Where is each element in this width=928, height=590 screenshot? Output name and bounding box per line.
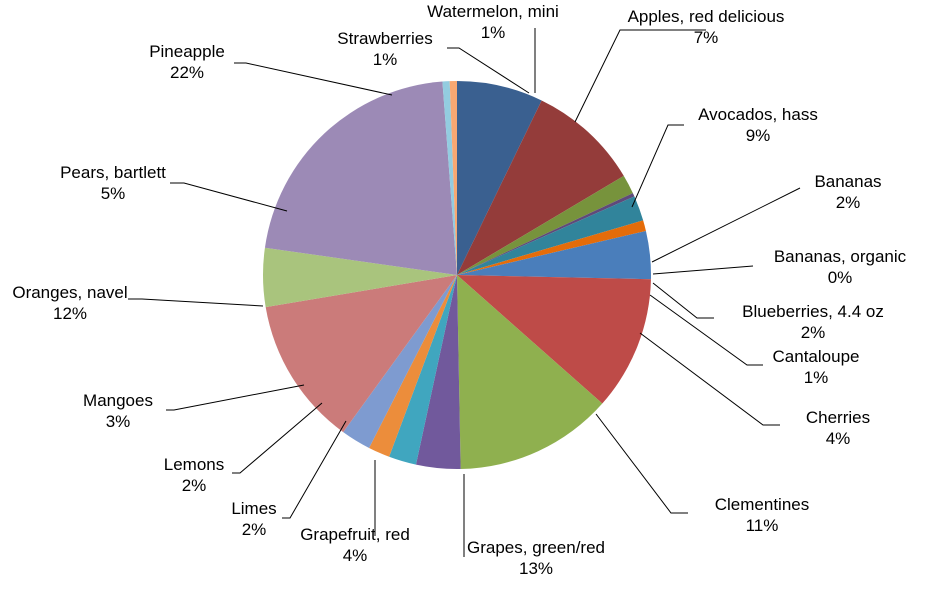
leader-line	[631, 124, 684, 208]
slice-label: Pineapple	[149, 42, 225, 61]
leader-line	[128, 298, 264, 307]
slice-label: Bananas	[814, 172, 881, 191]
slice-label: Limes	[231, 499, 276, 518]
leader-line	[232, 402, 323, 474]
slice-percent-label: 5%	[101, 184, 126, 203]
pie-slices	[263, 81, 651, 470]
slice-label: Watermelon, mini	[427, 2, 559, 21]
leader-line	[574, 29, 706, 123]
slice-label: Mangoes	[83, 391, 153, 410]
pie-slice	[457, 196, 644, 275]
leader-line	[234, 62, 393, 96]
pie-slice	[449, 81, 457, 275]
pie-slice	[415, 275, 461, 470]
pie-slice	[457, 175, 633, 275]
slice-percent-label: 11%	[746, 516, 779, 535]
pie-slice	[442, 81, 457, 275]
slice-label: Bananas, organic	[774, 247, 907, 266]
leader-line	[652, 265, 754, 275]
pie-slice	[264, 81, 457, 275]
leader-line	[652, 282, 714, 319]
leader-line	[639, 332, 780, 426]
slice-label: Cherries	[806, 408, 870, 427]
slice-percent-label: 13%	[519, 559, 553, 578]
pie-slice	[263, 247, 457, 308]
slice-percent-label: 22%	[170, 63, 204, 82]
leader-lines	[128, 28, 801, 557]
slice-percent-label: 9%	[746, 126, 771, 145]
slice-labels: Apples, red delicious 7% Avocados, hass 9% B…	[12, 2, 906, 578]
slice-percent-label: 3%	[106, 412, 131, 431]
slice-percent-label: 2%	[182, 476, 207, 495]
leader-line	[166, 384, 305, 411]
slice-label: Clementines	[715, 495, 810, 514]
slice-percent-label: 2%	[836, 193, 861, 212]
pie-slice	[457, 275, 651, 404]
leader-line	[282, 420, 347, 519]
pie-slice	[457, 220, 646, 275]
slice-label: Grapes, green/red	[467, 538, 605, 557]
pie-slice	[265, 275, 457, 433]
slice-label: Oranges, navel	[12, 283, 127, 302]
pie-slice	[457, 100, 624, 275]
slice-label: Apples, red delicious	[628, 7, 785, 26]
pie-slice	[457, 230, 651, 280]
slice-label: Grapefruit, red	[300, 525, 410, 544]
slice-percent-label: 7%	[694, 28, 719, 47]
slice-percent-label: 1%	[373, 50, 398, 69]
leader-line	[595, 413, 688, 514]
pie-slice	[369, 275, 457, 457]
slice-percent-label: 2%	[242, 520, 267, 539]
pie-slice	[457, 81, 542, 275]
leader-line	[651, 187, 801, 263]
pie-slice	[457, 193, 635, 275]
leader-line	[649, 294, 763, 366]
slice-label: Cantaloupe	[773, 347, 860, 366]
slice-percent-label: 4%	[826, 429, 851, 448]
leader-line	[447, 47, 530, 94]
leader-line	[170, 182, 288, 212]
slice-percent-label: 1%	[804, 368, 829, 387]
slice-label: Strawberries	[337, 29, 432, 48]
slice-percent-label: 4%	[343, 546, 368, 565]
slice-percent-label: 2%	[801, 323, 826, 342]
pie-slice	[343, 275, 457, 448]
pie-slice	[389, 275, 457, 465]
slice-label: Blueberries, 4.4 oz	[742, 302, 884, 321]
slice-label: Lemons	[164, 455, 224, 474]
slice-percent-label: 0%	[828, 268, 853, 287]
slice-percent-label: 12%	[53, 304, 87, 323]
slice-label: Avocados, hass	[698, 105, 818, 124]
pie-slice	[457, 275, 603, 469]
slice-label: Pears, bartlett	[60, 163, 166, 182]
slice-percent-label: 1%	[481, 23, 506, 42]
